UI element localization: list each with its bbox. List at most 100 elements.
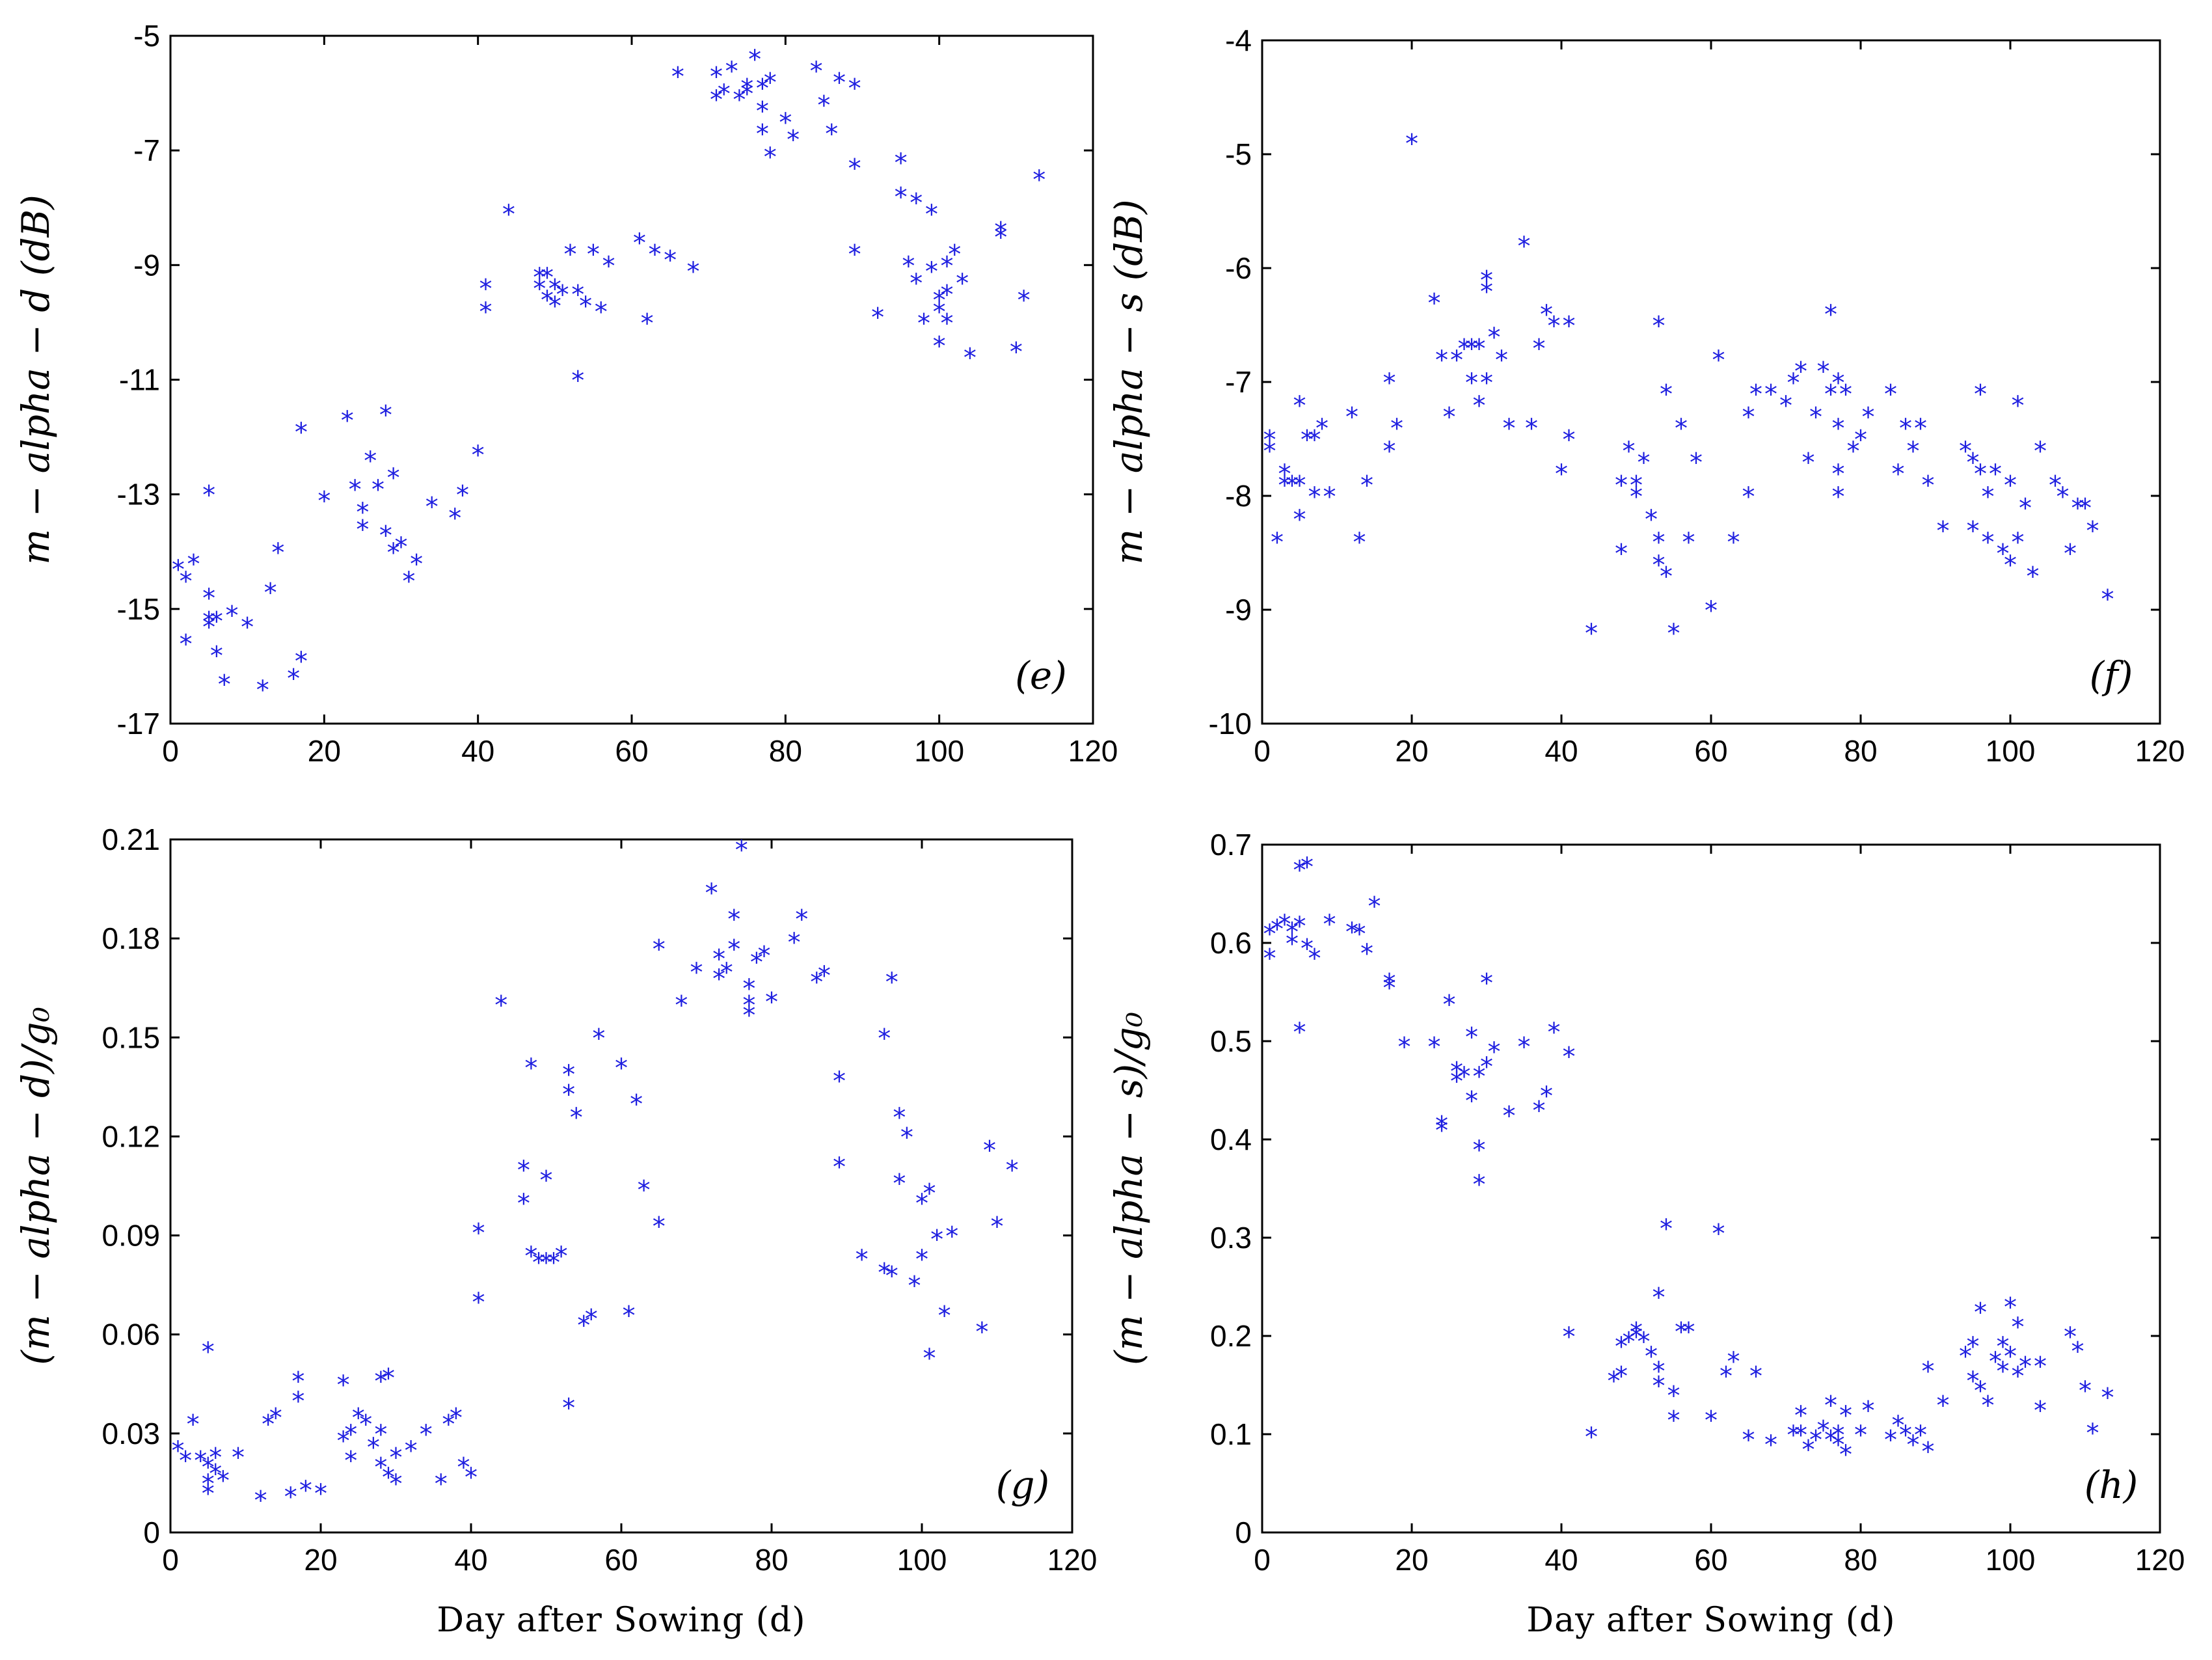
data-point: * bbox=[1705, 596, 1718, 626]
data-point: * bbox=[410, 549, 423, 579]
data-point: * bbox=[1682, 1317, 1695, 1347]
data-point: * bbox=[562, 1060, 575, 1090]
data-point: * bbox=[425, 492, 438, 522]
data-point: * bbox=[2012, 528, 2025, 558]
data-point: * bbox=[1533, 1096, 1546, 1126]
data-point: * bbox=[910, 188, 923, 218]
series-g: ******************* *********************… bbox=[172, 836, 1019, 1516]
data-point: * bbox=[727, 934, 740, 964]
data-point: * bbox=[1832, 368, 1845, 398]
series-e: ************ ********************** ******… bbox=[172, 45, 1045, 705]
data-point: * bbox=[579, 292, 592, 321]
data-point: * bbox=[374, 1453, 387, 1483]
data-point: * bbox=[541, 263, 554, 293]
data-point: * bbox=[991, 1212, 1004, 1242]
x-tick-label: 0 bbox=[1254, 734, 1271, 768]
data-point: * bbox=[1794, 1421, 1807, 1450]
data-point: * bbox=[1435, 346, 1448, 375]
data-point: * bbox=[1480, 277, 1493, 307]
data-point: * bbox=[1922, 1357, 1935, 1387]
data-point: * bbox=[457, 1453, 470, 1483]
data-point: * bbox=[938, 1301, 951, 1331]
x-tick-label: 120 bbox=[2135, 734, 2185, 768]
data-point: * bbox=[1278, 471, 1291, 501]
data-point: * bbox=[1667, 619, 1680, 649]
data-point: * bbox=[956, 269, 969, 299]
data-point: * bbox=[1922, 1437, 1935, 1467]
data-point: * bbox=[1503, 414, 1516, 444]
data-point: * bbox=[1473, 1062, 1486, 1092]
data-point: * bbox=[833, 68, 846, 98]
data-point: * bbox=[1997, 1357, 2010, 1387]
data-point: * bbox=[1518, 1033, 1531, 1063]
data-point: * bbox=[1032, 165, 1045, 195]
data-point: * bbox=[910, 269, 923, 299]
data-point: * bbox=[1263, 426, 1276, 456]
y-tick-label: -11 bbox=[119, 363, 160, 397]
data-point: * bbox=[2004, 1342, 2017, 1372]
x-tick-label: 0 bbox=[1254, 1543, 1271, 1577]
data-point: * bbox=[1862, 403, 1875, 433]
data-point: * bbox=[1585, 1422, 1598, 1452]
x-tick-label: 20 bbox=[308, 734, 341, 768]
data-point: * bbox=[1645, 505, 1658, 535]
data-point: * bbox=[341, 406, 354, 436]
data-point: * bbox=[1742, 403, 1755, 433]
data-point: * bbox=[1548, 1018, 1561, 1048]
y-tick-label: -10 bbox=[1209, 707, 1252, 741]
y-tick-label: 0.21 bbox=[101, 823, 160, 856]
data-point: * bbox=[1854, 426, 1867, 456]
data-point: * bbox=[533, 275, 546, 305]
data-point: * bbox=[1974, 1376, 1987, 1406]
data-point: * bbox=[1615, 539, 1628, 569]
data-point: * bbox=[547, 1248, 560, 1278]
data-point: * bbox=[1832, 1421, 1845, 1450]
data-point: * bbox=[1480, 1052, 1493, 1082]
x-tick-label: 100 bbox=[897, 1543, 947, 1577]
data-point: * bbox=[895, 183, 908, 213]
data-point: * bbox=[871, 303, 884, 333]
data-point: * bbox=[917, 308, 930, 338]
y-axis-label: m − alpha − d (dB) bbox=[14, 195, 58, 565]
data-point: * bbox=[1286, 918, 1299, 947]
data-point: * bbox=[1712, 1219, 1725, 1249]
y-tick-label: 0.12 bbox=[101, 1119, 160, 1153]
data-point: * bbox=[940, 251, 953, 281]
data-point: * bbox=[1967, 517, 1980, 547]
data-point: * bbox=[1967, 448, 1980, 478]
data-point: * bbox=[1563, 1042, 1576, 1072]
data-point: * bbox=[367, 1433, 380, 1463]
data-point: * bbox=[1967, 1332, 1980, 1362]
data-point: * bbox=[833, 1067, 846, 1096]
data-point: * bbox=[710, 62, 723, 92]
panel-label: (h) bbox=[2084, 1463, 2138, 1507]
data-point: * bbox=[1899, 1421, 1912, 1450]
data-point: * bbox=[284, 1482, 297, 1512]
y-tick-label: 0.2 bbox=[1210, 1319, 1252, 1353]
data-point: * bbox=[748, 45, 761, 75]
data-point: * bbox=[1488, 1037, 1501, 1067]
data-point: * bbox=[1809, 403, 1822, 433]
data-point: * bbox=[592, 1024, 605, 1054]
data-point: * bbox=[653, 934, 666, 964]
data-point: * bbox=[1802, 448, 1815, 478]
data-point: * bbox=[994, 217, 1007, 247]
data-point: * bbox=[379, 400, 392, 430]
data-point: * bbox=[269, 1404, 282, 1434]
y-tick-label: -7 bbox=[1225, 365, 1252, 399]
data-point: * bbox=[742, 991, 755, 1021]
data-point: * bbox=[1749, 1361, 1762, 1391]
data-point: * bbox=[1315, 414, 1329, 444]
data-point: * bbox=[848, 240, 861, 270]
x-axis-label: Day after Sowing (d) bbox=[437, 1601, 805, 1640]
data-point: * bbox=[217, 1466, 230, 1496]
data-point: * bbox=[1465, 1022, 1478, 1052]
data-point: * bbox=[562, 1080, 575, 1110]
data-point: * bbox=[517, 1189, 530, 1219]
data-point: * bbox=[352, 1404, 365, 1434]
data-point: * bbox=[2034, 1396, 2047, 1426]
data-point: * bbox=[925, 200, 938, 230]
data-point: * bbox=[1690, 448, 1703, 478]
data-point: * bbox=[210, 606, 223, 636]
data-point: * bbox=[465, 1463, 478, 1493]
